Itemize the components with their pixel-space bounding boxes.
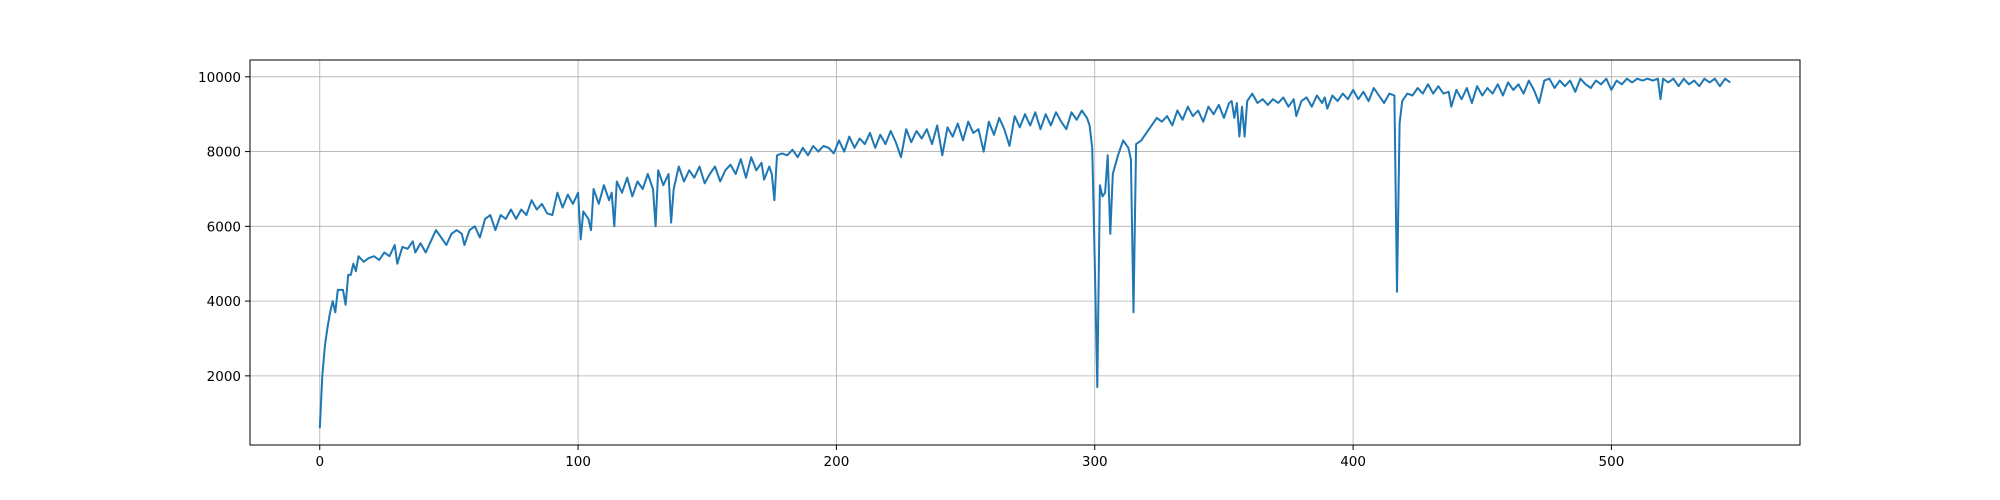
x-tick-label: 100 bbox=[565, 454, 591, 470]
x-tick-label: 200 bbox=[824, 454, 850, 470]
y-tick-label: 4000 bbox=[207, 294, 241, 310]
series-line bbox=[318, 77, 1731, 429]
x-tick-label: 400 bbox=[1340, 454, 1366, 470]
grid-lines bbox=[250, 60, 1800, 445]
x-tick-label: 0 bbox=[315, 454, 324, 470]
series-layer bbox=[318, 77, 1731, 429]
x-tick-label: 300 bbox=[1082, 454, 1108, 470]
axis-ticks: 0 100 200 300 400 500 2000 4000 6000 8000 10000 bbox=[198, 70, 1624, 470]
plot-frame bbox=[249, 59, 1801, 446]
y-tick-label: 6000 bbox=[207, 219, 241, 235]
y-tick-label: 8000 bbox=[207, 145, 241, 161]
y-tick-label: 10000 bbox=[198, 70, 241, 86]
x-tick-label: 500 bbox=[1599, 454, 1625, 470]
y-tick-label: 2000 bbox=[207, 369, 241, 385]
